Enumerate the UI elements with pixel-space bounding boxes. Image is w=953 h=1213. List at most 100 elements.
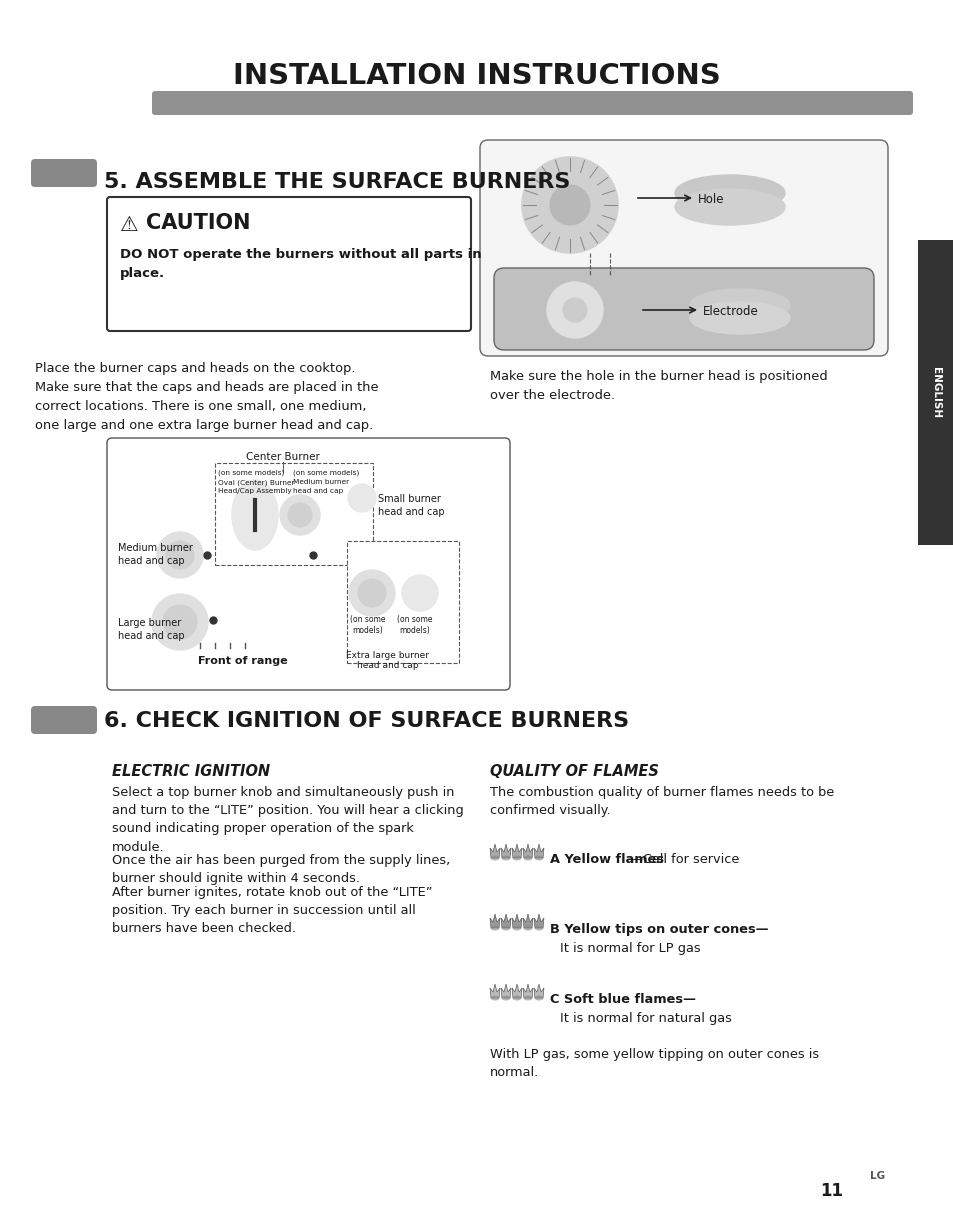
Text: head and cap: head and cap bbox=[293, 488, 343, 494]
Circle shape bbox=[166, 541, 193, 569]
Text: —Call for service: —Call for service bbox=[629, 853, 739, 866]
Circle shape bbox=[546, 281, 602, 338]
Ellipse shape bbox=[534, 855, 543, 860]
Polygon shape bbox=[512, 844, 521, 858]
Text: It is normal for LP gas: It is normal for LP gas bbox=[559, 943, 700, 955]
Bar bbox=[917, 240, 953, 545]
FancyBboxPatch shape bbox=[107, 197, 471, 331]
FancyBboxPatch shape bbox=[152, 91, 912, 115]
Text: Oval (Center) Burner: Oval (Center) Burner bbox=[218, 479, 294, 485]
Text: head and cap: head and cap bbox=[356, 661, 418, 670]
Ellipse shape bbox=[675, 189, 784, 224]
Text: head and cap: head and cap bbox=[118, 556, 185, 566]
Text: (on some
models): (on some models) bbox=[350, 615, 385, 636]
Circle shape bbox=[348, 484, 375, 512]
Ellipse shape bbox=[490, 855, 499, 860]
Bar bbox=[214, 463, 373, 565]
Text: ENGLISH: ENGLISH bbox=[930, 368, 940, 418]
Text: Small burner: Small burner bbox=[377, 494, 440, 503]
Ellipse shape bbox=[501, 926, 510, 930]
Circle shape bbox=[157, 533, 203, 579]
Ellipse shape bbox=[689, 302, 789, 334]
Text: Front of range: Front of range bbox=[198, 656, 288, 666]
Bar bbox=[347, 541, 458, 664]
Text: Electrode: Electrode bbox=[702, 304, 758, 318]
Circle shape bbox=[357, 579, 386, 606]
Polygon shape bbox=[522, 915, 533, 928]
Text: 6. CHECK IGNITION OF SURFACE BURNERS: 6. CHECK IGNITION OF SURFACE BURNERS bbox=[104, 711, 628, 731]
Text: (on some models): (on some models) bbox=[218, 469, 284, 477]
Circle shape bbox=[521, 156, 618, 254]
Circle shape bbox=[401, 575, 437, 611]
FancyBboxPatch shape bbox=[107, 438, 510, 690]
Text: Select a top burner knob and simultaneously push in
and turn to the “LITE” posit: Select a top burner knob and simultaneou… bbox=[112, 786, 463, 854]
Polygon shape bbox=[512, 984, 521, 998]
FancyBboxPatch shape bbox=[30, 159, 97, 187]
Text: (on some
models): (on some models) bbox=[396, 615, 433, 636]
Text: Head/Cap Assembly: Head/Cap Assembly bbox=[218, 488, 292, 494]
Circle shape bbox=[550, 186, 589, 224]
Circle shape bbox=[562, 298, 586, 321]
Ellipse shape bbox=[490, 926, 499, 930]
Ellipse shape bbox=[490, 996, 499, 1001]
Polygon shape bbox=[512, 915, 521, 928]
Polygon shape bbox=[500, 984, 511, 998]
Text: ⚠: ⚠ bbox=[120, 215, 138, 235]
Text: Extra large burner: Extra large burner bbox=[346, 651, 429, 660]
Circle shape bbox=[288, 503, 312, 526]
Polygon shape bbox=[490, 984, 499, 998]
Polygon shape bbox=[534, 915, 543, 928]
Text: DO NOT operate the burners without all parts in
place.: DO NOT operate the burners without all p… bbox=[120, 247, 481, 279]
Ellipse shape bbox=[534, 926, 543, 930]
Text: QUALITY OF FLAMES: QUALITY OF FLAMES bbox=[490, 764, 659, 779]
FancyBboxPatch shape bbox=[494, 268, 873, 351]
Polygon shape bbox=[490, 915, 499, 928]
Polygon shape bbox=[522, 844, 533, 858]
Ellipse shape bbox=[675, 175, 784, 211]
Text: A Yellow flames: A Yellow flames bbox=[550, 853, 663, 866]
Ellipse shape bbox=[501, 855, 510, 860]
Circle shape bbox=[163, 605, 196, 639]
Text: INSTALLATION INSTRUCTIONS: INSTALLATION INSTRUCTIONS bbox=[233, 62, 720, 90]
FancyBboxPatch shape bbox=[30, 706, 97, 734]
Text: Medium burner: Medium burner bbox=[293, 479, 349, 485]
Ellipse shape bbox=[523, 996, 532, 1001]
Circle shape bbox=[862, 1161, 892, 1191]
Text: ELECTRIC IGNITION: ELECTRIC IGNITION bbox=[112, 764, 270, 779]
Ellipse shape bbox=[512, 926, 521, 930]
Text: After burner ignites, rotate knob out of the “LITE”
position. Try each burner in: After burner ignites, rotate knob out of… bbox=[112, 885, 432, 935]
Text: (on some models): (on some models) bbox=[293, 469, 359, 477]
Polygon shape bbox=[500, 844, 511, 858]
Ellipse shape bbox=[523, 926, 532, 930]
Text: head and cap: head and cap bbox=[377, 507, 444, 517]
Text: Medium burner: Medium burner bbox=[118, 543, 193, 553]
Polygon shape bbox=[534, 984, 543, 998]
Text: LG: LG bbox=[869, 1171, 884, 1181]
Ellipse shape bbox=[689, 289, 789, 321]
Ellipse shape bbox=[534, 996, 543, 1001]
Polygon shape bbox=[522, 984, 533, 998]
Ellipse shape bbox=[232, 480, 277, 549]
Text: Hole: Hole bbox=[698, 193, 723, 206]
FancyBboxPatch shape bbox=[479, 139, 887, 355]
Polygon shape bbox=[500, 915, 511, 928]
Polygon shape bbox=[534, 844, 543, 858]
Text: head and cap: head and cap bbox=[118, 631, 185, 640]
Text: Large burner: Large burner bbox=[118, 617, 181, 628]
Text: CAUTION: CAUTION bbox=[146, 213, 251, 233]
Ellipse shape bbox=[512, 996, 521, 1001]
Text: 11: 11 bbox=[820, 1181, 842, 1200]
Circle shape bbox=[280, 495, 319, 535]
Text: It is normal for natural gas: It is normal for natural gas bbox=[559, 1012, 731, 1025]
Ellipse shape bbox=[501, 996, 510, 1001]
Text: Make sure the hole in the burner head is positioned
over the electrode.: Make sure the hole in the burner head is… bbox=[490, 370, 827, 402]
Circle shape bbox=[152, 594, 208, 650]
Polygon shape bbox=[490, 844, 499, 858]
Text: Once the air has been purged from the supply lines,
burner should ignite within : Once the air has been purged from the su… bbox=[112, 854, 450, 885]
Text: The combustion quality of burner flames needs to be
confirmed visually.: The combustion quality of burner flames … bbox=[490, 786, 833, 818]
Text: Center Burner: Center Burner bbox=[246, 452, 319, 462]
Ellipse shape bbox=[523, 855, 532, 860]
Text: With LP gas, some yellow tipping on outer cones is
normal.: With LP gas, some yellow tipping on oute… bbox=[490, 1048, 819, 1080]
Circle shape bbox=[349, 570, 395, 616]
Text: 5. ASSEMBLE THE SURFACE BURNERS: 5. ASSEMBLE THE SURFACE BURNERS bbox=[104, 172, 570, 192]
